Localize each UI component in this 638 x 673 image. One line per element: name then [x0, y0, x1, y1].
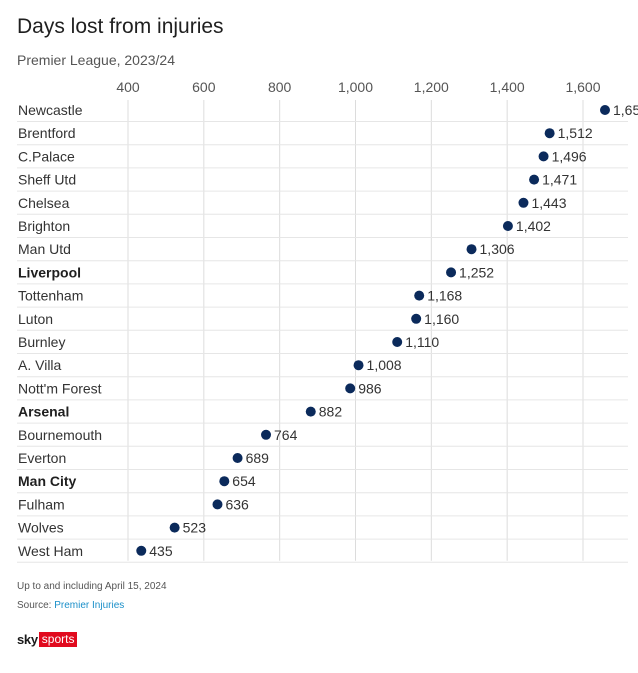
footnote: Up to and including April 15, 2024 — [17, 581, 167, 592]
dot-plot: 400 600 800 1,000 1,200 1,400 1,600 Newcastle 1,… — [17, 79, 638, 563]
data-label: 636 — [225, 496, 249, 512]
data-point — [212, 499, 223, 510]
chart-subtitle: Premier League, 2023/24 — [17, 52, 175, 68]
category-label: Nott'm Forest — [18, 380, 102, 396]
data-point — [136, 545, 147, 556]
data-point — [219, 476, 230, 487]
data-point — [392, 337, 403, 347]
data-label: 1,471 — [542, 172, 577, 188]
sky-sports-logo: sky sports — [17, 630, 78, 648]
data-label: 1,160 — [424, 311, 459, 327]
data-label: 1,658 — [613, 102, 638, 118]
data-point — [414, 290, 425, 301]
data-label: 523 — [183, 520, 207, 536]
data-point — [502, 221, 513, 231]
data-label: 1,306 — [480, 241, 515, 257]
data-point — [446, 267, 457, 278]
data-label: 764 — [274, 427, 298, 443]
data-label: 654 — [232, 473, 256, 489]
x-tick-label: 1,000 — [338, 79, 373, 95]
data-point — [261, 429, 272, 440]
category-label: Brighton — [18, 218, 70, 234]
category-label: Chelsea — [18, 195, 70, 211]
category-label: C.Palace — [18, 148, 75, 164]
category-label: Fulham — [18, 496, 65, 512]
logo-sky-text: sky — [17, 631, 38, 647]
data-point — [544, 128, 555, 139]
data-point — [599, 105, 610, 115]
data-label: 1,168 — [427, 288, 462, 304]
category-label: Man Utd — [18, 241, 71, 257]
source-line: Source: Premier Injuries — [17, 600, 124, 611]
data-label: 986 — [358, 380, 382, 396]
chart-title: Days lost from injuries — [17, 15, 224, 38]
category-label: Wolves — [18, 520, 64, 536]
source-prefix: Source: — [17, 600, 55, 611]
data-point — [529, 174, 540, 185]
category-label: Newcastle — [18, 102, 83, 118]
data-label: 1,443 — [531, 195, 566, 211]
x-tick-label: 600 — [192, 79, 216, 95]
category-label: Burnley — [18, 334, 65, 350]
data-label: 689 — [246, 450, 270, 466]
category-label: Brentford — [18, 125, 76, 141]
data-point — [353, 360, 364, 371]
data-label: 435 — [149, 543, 173, 559]
data-point — [305, 406, 316, 417]
data-label: 1,512 — [558, 125, 593, 141]
category-label: Liverpool — [18, 264, 81, 280]
data-point — [466, 244, 477, 255]
x-tick-label: 1,600 — [565, 79, 600, 95]
data-label: 1,110 — [405, 334, 439, 350]
category-label: Luton — [18, 311, 53, 327]
category-label: Bournemouth — [18, 427, 102, 443]
category-label: Tottenham — [18, 288, 83, 304]
data-label: 1,008 — [367, 357, 402, 373]
data-point — [411, 313, 422, 324]
source-link[interactable]: Premier Injuries — [54, 600, 125, 611]
data-label: 882 — [319, 404, 343, 420]
data-point — [232, 453, 243, 463]
category-label: A. Villa — [18, 357, 62, 373]
data-label: 1,496 — [552, 148, 587, 164]
x-tick-label: 1,400 — [490, 79, 525, 95]
data-point — [538, 151, 549, 162]
x-tick-label: 800 — [268, 79, 292, 95]
category-label: Everton — [18, 450, 66, 466]
data-label: 1,252 — [459, 264, 494, 280]
data-point — [518, 197, 529, 208]
data-label: 1,402 — [516, 218, 551, 234]
category-label: Arsenal — [18, 404, 69, 420]
x-tick-label: 400 — [116, 79, 140, 95]
x-tick-label: 1,200 — [414, 79, 449, 95]
data-point — [169, 522, 180, 533]
category-label: Sheff Utd — [18, 172, 76, 188]
category-label: West Ham — [18, 543, 83, 559]
logo-sports-text: sports — [38, 631, 78, 647]
category-label: Man City — [18, 473, 77, 489]
data-point — [345, 383, 356, 394]
